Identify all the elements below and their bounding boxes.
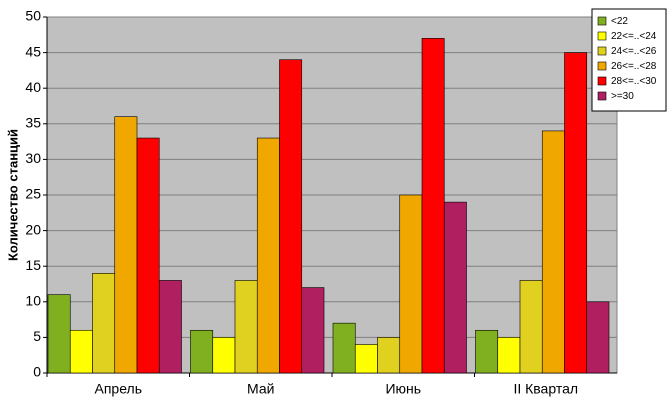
legend: <22 22<=..<24 24<=..<26 26<=..<28 28<=..<30 >…	[591, 8, 667, 112]
bar	[69, 329, 93, 374]
legend-label: <22	[611, 16, 628, 27]
bar	[421, 38, 445, 374]
bar	[92, 273, 116, 374]
y-tick-label: 30	[25, 150, 41, 166]
bar	[354, 344, 378, 374]
bar	[256, 137, 280, 374]
y-axis-label: Количество станций	[5, 129, 20, 261]
legend-label: 28<=..<30	[611, 76, 657, 87]
y-tick-label: 15	[25, 257, 41, 273]
bar	[136, 137, 160, 374]
bar	[332, 322, 356, 374]
bar	[301, 287, 325, 374]
y-tick-label: 40	[25, 79, 41, 95]
legend-swatch	[597, 31, 607, 41]
x-tick-label: Апрель	[95, 381, 143, 397]
bar	[586, 301, 610, 374]
legend-label: 24<=..<26	[611, 46, 657, 57]
legend-swatch	[597, 91, 607, 101]
bar	[564, 52, 588, 374]
bar	[519, 280, 543, 374]
bar	[377, 337, 401, 374]
y-tick-label: 35	[25, 115, 41, 131]
bar	[114, 116, 138, 374]
bar	[212, 337, 236, 374]
x-tick-label: Июнь	[385, 381, 421, 397]
y-tick-label: 0	[33, 364, 41, 380]
legend-swatch	[597, 76, 607, 86]
legend-label: 26<=..<28	[611, 61, 657, 72]
bar	[399, 194, 423, 374]
legend-swatch	[597, 61, 607, 71]
legend-label: >=30	[611, 91, 634, 102]
x-tick-label: II Квартал	[513, 381, 578, 397]
bar	[234, 280, 258, 374]
legend-swatch	[597, 16, 607, 26]
legend-label: 22<=..<24	[611, 31, 657, 42]
y-tick-label: 10	[25, 293, 41, 309]
y-tick-label: 5	[33, 328, 41, 344]
bar	[497, 337, 521, 374]
bar	[443, 201, 467, 374]
x-tick-label: Май	[247, 381, 274, 397]
y-tick-label: 50	[25, 8, 41, 24]
bar	[475, 329, 499, 374]
y-tick-label: 45	[25, 43, 41, 59]
y-tick-label: 20	[25, 221, 41, 237]
bar	[541, 130, 565, 374]
bar	[279, 59, 303, 374]
legend-swatch	[597, 46, 607, 56]
bar	[190, 329, 214, 374]
bar	[158, 280, 182, 374]
bar	[47, 294, 71, 374]
y-tick-label: 25	[25, 186, 41, 202]
